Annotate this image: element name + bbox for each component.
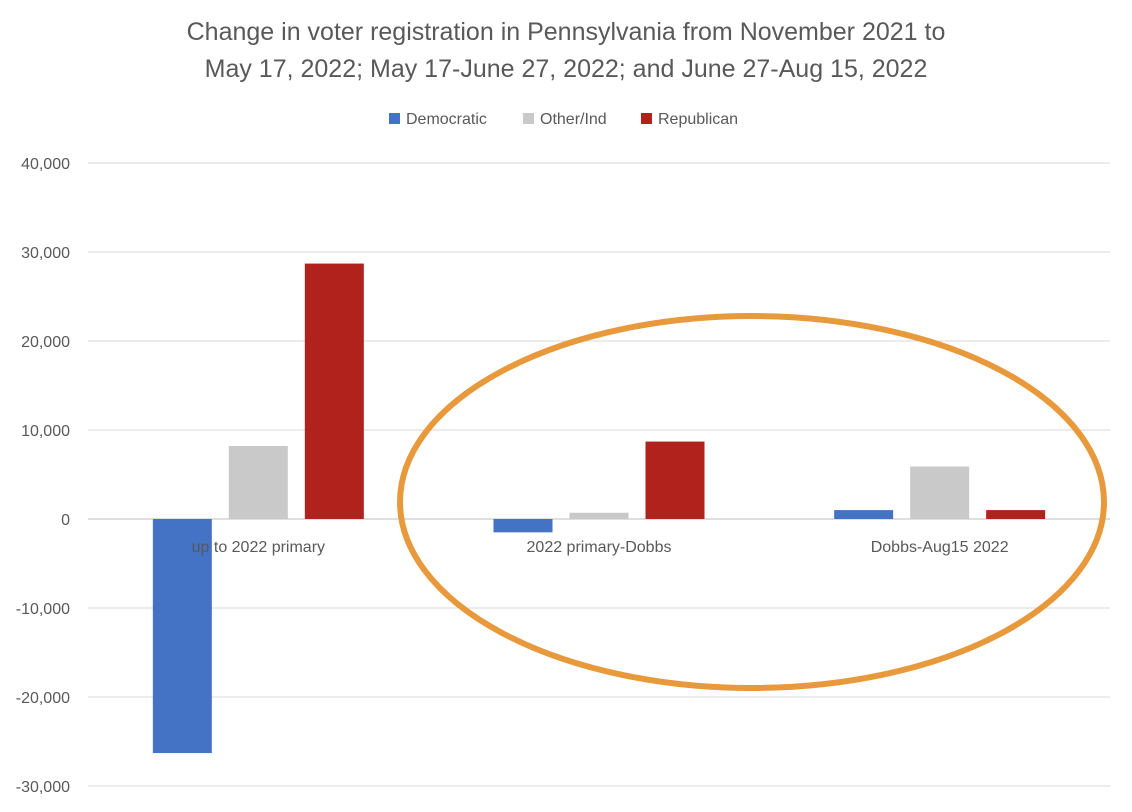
bar-0-1 (228, 446, 288, 519)
legend-swatch-2 (641, 113, 652, 124)
legend-swatch-0 (389, 113, 400, 124)
category-label: up to 2022 primary (192, 539, 325, 556)
legend: Democratic Other/Ind Republican (389, 111, 738, 128)
chart-title: Change in voter registration in Pennsylv… (187, 18, 946, 83)
bar-1-1 (569, 512, 629, 519)
y-tick-label: 40,000 (21, 156, 70, 173)
legend-label-1: Other/Ind (540, 111, 607, 128)
y-tick-label: 30,000 (21, 245, 70, 262)
annotation (397, 313, 1107, 691)
bar-1-2 (645, 441, 705, 519)
y-tick-label: -20,000 (16, 690, 70, 707)
y-tick-label: 20,000 (21, 334, 70, 351)
bar-0-2 (304, 263, 364, 519)
chart-title-line-2: May 17, 2022; May 17-June 27, 2022; and … (205, 55, 928, 83)
y-tick-label: 0 (61, 512, 70, 529)
bar-2-2 (986, 510, 1046, 519)
highlight-ellipse (397, 313, 1107, 691)
y-tick-label: -10,000 (16, 601, 70, 618)
legend-label-2: Republican (658, 111, 738, 128)
category-label: 2022 primary-Dobbs (527, 539, 672, 556)
category-labels: up to 2022 primary 2022 primary-Dobbs Dobb… (192, 539, 1009, 556)
bar-2-1 (910, 466, 970, 519)
chart-title-line-1: Change in voter registration in Pennsylv… (187, 18, 946, 46)
legend-label-0: Democratic (406, 111, 487, 128)
y-tick-label: 10,000 (21, 423, 70, 440)
bar-0-0 (152, 519, 212, 754)
category-label: Dobbs-Aug15 2022 (871, 539, 1009, 556)
bars (152, 263, 1046, 754)
bar-1-0 (493, 519, 553, 533)
y-tick-label: -30,000 (16, 779, 70, 796)
bar-2-0 (834, 510, 894, 519)
y-axis-tick-labels: 40,000 30,000 20,000 10,000 0 -10,000 -20,000 -… (16, 156, 70, 796)
legend-swatch-1 (523, 113, 534, 124)
